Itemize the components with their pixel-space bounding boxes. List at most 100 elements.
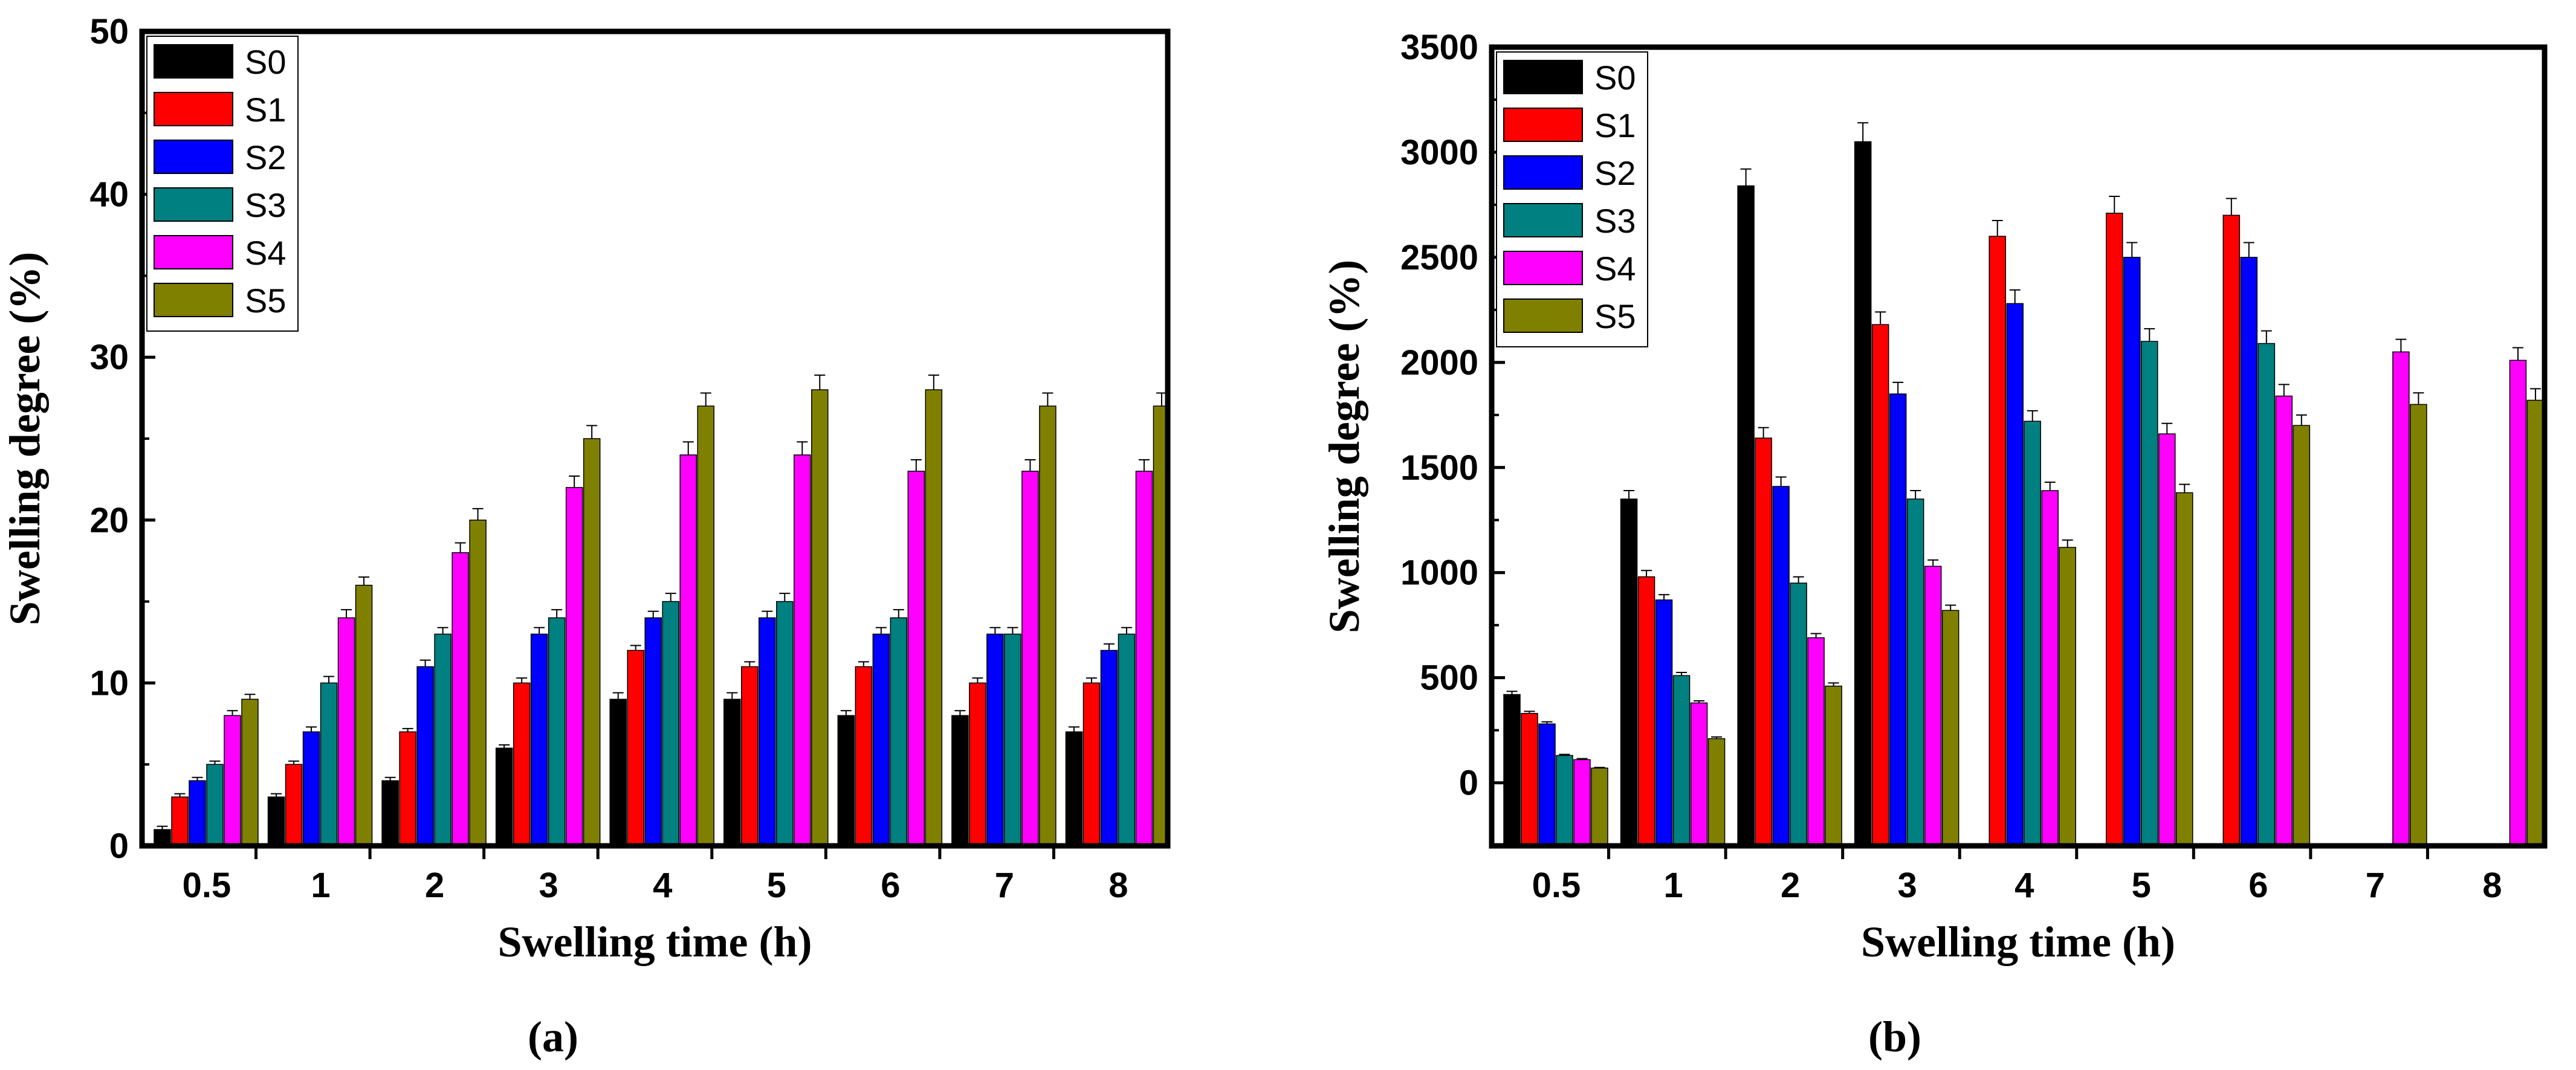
bar-s1-5	[741, 666, 759, 846]
bar-s1-4	[627, 649, 644, 846]
x-tick-label: 1	[1663, 866, 1683, 905]
legend-swatch-s3	[154, 187, 233, 222]
x-axis-title: Swelling time (h)	[1861, 918, 2175, 966]
y-tick-label: 0	[1459, 764, 1478, 803]
y-tick-label: 10	[89, 663, 129, 703]
legend-label-s3: S3	[1594, 202, 1636, 240]
bar-s5-4	[697, 405, 714, 846]
y-tick-label: 20	[89, 501, 129, 540]
bar-s3-6	[890, 617, 908, 846]
y-tick-label: 2000	[1400, 343, 1478, 382]
bar-s4-2	[451, 552, 469, 846]
legend-label-s4: S4	[245, 234, 286, 272]
legend-label-s1: S1	[1594, 106, 1636, 144]
y-tick-label: 40	[89, 175, 129, 214]
legend-swatch-s2	[154, 140, 233, 174]
bar-s3-1	[1672, 675, 1691, 846]
legend-label-s5: S5	[245, 282, 286, 320]
x-tick-label: 5	[2132, 866, 2151, 905]
bar-s1-2	[1755, 437, 1772, 846]
bar-s3-0.5	[206, 764, 224, 846]
legend-swatch-s1	[154, 92, 233, 126]
x-tick-label: 5	[767, 866, 786, 905]
y-axis-title: Swelling degree (%)	[1320, 260, 1368, 634]
bar-s2-1	[302, 731, 320, 846]
bar-s3-3	[548, 617, 566, 846]
bar-s4-5	[2158, 433, 2176, 846]
x-tick-label: 2	[425, 866, 444, 905]
bar-s5-5	[811, 389, 829, 846]
bar-s2-6	[872, 633, 890, 846]
bar-s0-1	[1620, 498, 1638, 846]
bar-s0-6	[837, 715, 855, 846]
bar-s2-1	[1655, 599, 1673, 846]
bar-s0-8	[1065, 731, 1083, 846]
legend-swatch-s0	[154, 44, 233, 79]
bar-s4-7	[2392, 351, 2410, 846]
bar-s0-3	[1854, 141, 1872, 846]
y-tick-label: 1000	[1400, 553, 1478, 593]
bar-s5-3	[1941, 610, 1960, 846]
legend-box	[146, 36, 299, 332]
bar-s5-4	[2059, 547, 2076, 846]
bar-s5-2	[1825, 685, 1842, 846]
bar-s5-1	[1707, 738, 1726, 846]
legend-label-s1: S1	[245, 91, 286, 129]
y-tick-label: 50	[89, 12, 129, 51]
bar-s3-2	[434, 633, 451, 846]
bar-s1-3	[1871, 324, 1889, 846]
bar-s5-5	[2176, 492, 2193, 846]
bar-s3-5	[776, 601, 794, 846]
bar-s1-2	[399, 731, 416, 846]
bar-s3-8	[1118, 633, 1136, 846]
bar-s4-5	[794, 454, 811, 846]
chart-panel-b: 0 500 1000 1500 2000 2500 3000 3500 0.5 1 2 3 4 5 6 7 8 S…	[1320, 28, 2548, 1061]
x-tick-label: 0.5	[1532, 866, 1581, 905]
bar-s0-1	[267, 796, 285, 846]
bar-s3-7	[1004, 633, 1021, 846]
legend-swatch-s2	[1503, 155, 1583, 190]
legend-label-s2: S2	[1594, 154, 1636, 192]
x-tick-label: 6	[2248, 866, 2268, 905]
bar-s1-1	[1637, 576, 1655, 846]
y-tick-label: 0	[109, 827, 129, 866]
y-tick-label: 30	[89, 338, 129, 377]
bar-s2-2	[1772, 486, 1790, 846]
legend-swatch-s3	[1503, 203, 1583, 237]
legend-swatch-s0	[1503, 60, 1583, 94]
panel-label: (b)	[1868, 1013, 1921, 1061]
panel-label: (a)	[528, 1013, 578, 1061]
legend-label-s0: S0	[1594, 59, 1636, 97]
legend-label-s2: S2	[245, 138, 286, 176]
bar-s5-7	[1039, 405, 1057, 846]
bar-s0-4	[609, 698, 627, 846]
bar-s3-2	[1790, 582, 1807, 846]
bar-s4-0.5	[224, 715, 241, 846]
x-tick-label: 7	[995, 866, 1014, 905]
bar-s2-3	[530, 633, 548, 846]
chart-panel-a: 0 10 20 30 40 50 0.5 1 2 3 4 5 6 7 8 Swelling time (h) S…	[1, 12, 1171, 1061]
x-tick-label: 6	[881, 866, 900, 905]
x-tick-label: 4	[2015, 866, 2034, 905]
bar-s4-8	[1135, 471, 1153, 846]
bar-s5-1	[355, 584, 373, 846]
x-tick-label: 3	[539, 866, 558, 905]
legend-swatch-s4	[1503, 251, 1583, 285]
bar-s4-1	[337, 617, 355, 846]
bar-s2-8	[1100, 649, 1118, 846]
legend-swatch-s5	[154, 283, 233, 317]
x-tick-label: 2	[1781, 866, 1800, 905]
bar-s4-8	[2509, 359, 2527, 846]
bar-s2-0.5	[1538, 723, 1556, 846]
legend-swatch-s5	[1503, 298, 1583, 333]
bar-s4-1	[1690, 702, 1708, 846]
y-tick-label: 3500	[1400, 28, 1478, 67]
bar-s4-7	[1021, 471, 1039, 846]
x-tick-label: 1	[311, 866, 330, 905]
legend-label-s3: S3	[245, 186, 286, 224]
bar-s0-5	[723, 698, 741, 846]
bar-s2-6	[2240, 257, 2258, 846]
legend-swatch-s1	[1503, 108, 1583, 142]
bar-s5-0.5	[1591, 767, 1608, 846]
